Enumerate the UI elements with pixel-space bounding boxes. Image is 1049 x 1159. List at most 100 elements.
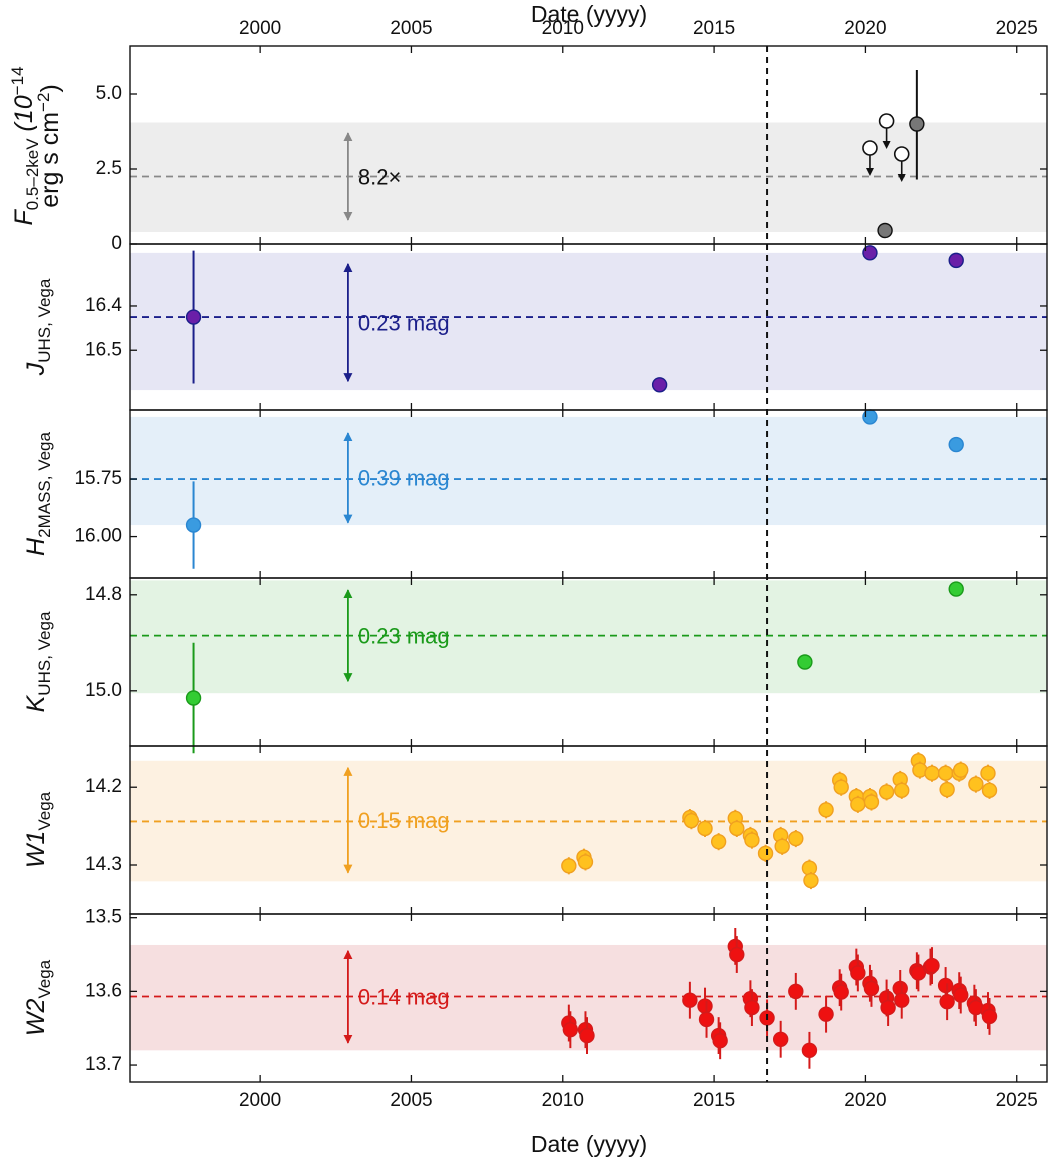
data-point — [185, 309, 202, 325]
data-point — [744, 832, 760, 848]
data-point — [698, 1011, 715, 1028]
data-point — [729, 820, 745, 837]
data-point — [981, 782, 998, 799]
y-tick-label: 16.5 — [85, 339, 122, 360]
range-label-W2: 0.14 mag — [358, 985, 450, 1010]
data-point — [801, 1042, 818, 1059]
data-point — [937, 977, 954, 994]
data-point — [894, 782, 910, 799]
y-tick-label: 13.7 — [85, 1054, 122, 1075]
panel-W2: 0.14 mag — [130, 928, 1047, 1069]
data-point — [968, 776, 984, 792]
data-point — [863, 980, 880, 997]
data-point — [697, 998, 713, 1014]
upper-limit-point — [878, 113, 895, 129]
range-label-H: 0.39 mag — [358, 466, 450, 491]
y-tick-label: 14.8 — [85, 584, 122, 605]
data-point — [788, 983, 804, 1000]
y-axis-label-W1: W1Vega — [22, 791, 54, 868]
x-tick-label-top: 2025 — [996, 18, 1038, 39]
data-point — [774, 838, 790, 855]
data-point — [877, 222, 893, 239]
data-point — [894, 992, 910, 1008]
upper-limit-arrowhead — [897, 174, 906, 182]
data-point — [818, 802, 834, 818]
variability-band-H — [130, 416, 1047, 526]
data-point — [185, 517, 202, 533]
series-xray-0 — [862, 113, 910, 182]
data-point — [744, 999, 760, 1016]
y-axis-label-units: erg s cm−2) — [34, 84, 64, 208]
data-point — [937, 765, 954, 781]
data-point — [953, 987, 969, 1003]
y-axis-label-K: KUHS, Vega — [22, 611, 54, 712]
x-tick-label-bottom: 2010 — [542, 1090, 584, 1111]
data-point — [948, 252, 964, 269]
y-axis-label-J: JUHS, Vega — [22, 278, 54, 376]
range-label-K: 0.23 mag — [358, 623, 450, 648]
series-W1-0 — [561, 752, 998, 890]
range-label-xray: 8.2× — [358, 164, 401, 189]
data-point — [697, 820, 713, 837]
y-tick-label: 13.5 — [85, 907, 122, 928]
variability-band-K — [130, 580, 1047, 694]
upper-limit-point — [893, 146, 910, 162]
data-point — [712, 1033, 728, 1049]
data-point — [909, 116, 925, 132]
y-tick-label: 2.5 — [96, 158, 122, 179]
range-label-J: 0.23 mag — [358, 310, 450, 335]
x-tick-label-bottom: 2025 — [996, 1090, 1038, 1111]
variability-band-J — [130, 252, 1047, 391]
panels-layer: 8.2× 0.23 mag 0.39 mag 0.23 mag 0.15 mag 0.14… — [130, 70, 1047, 1069]
y-tick-label: 16.00 — [74, 526, 122, 547]
data-point — [850, 965, 866, 981]
y-tick-label: 16.4 — [85, 295, 122, 316]
range-label-W1: 0.15 mag — [358, 808, 450, 833]
y-axis-label-H: H2MASS, Vega — [22, 432, 54, 556]
data-point — [772, 1031, 789, 1047]
data-point — [863, 794, 880, 810]
panel-frame-W2 — [129, 913, 1048, 1083]
data-point — [939, 781, 955, 798]
upper-limit-arrowhead — [882, 141, 891, 149]
series-H-0 — [185, 409, 964, 569]
data-point — [757, 845, 774, 862]
data-point — [797, 654, 813, 670]
x-tick-label-bottom: 2000 — [239, 1090, 281, 1111]
y-axis-label-xray: F0.5–2keV (10−14 — [8, 66, 42, 225]
data-point — [948, 581, 964, 597]
panel-J: 0.23 mag — [130, 245, 1047, 393]
data-point — [682, 992, 698, 1008]
top-axis-title: Date (yyyy) — [531, 1, 647, 27]
data-point — [833, 984, 849, 1000]
data-point — [878, 784, 895, 800]
y-tick-label: 14.2 — [85, 776, 122, 797]
panel-W1: 0.15 mag — [130, 752, 1047, 890]
data-point — [577, 854, 594, 870]
data-point — [710, 833, 727, 850]
series-W2-0 — [561, 928, 998, 1069]
x-tick-label-top: 2005 — [390, 18, 432, 39]
series-xray-1 — [877, 70, 925, 239]
data-point — [880, 999, 896, 1016]
data-point — [818, 1006, 834, 1022]
data-point — [788, 830, 804, 847]
panel-H: 0.39 mag — [130, 409, 1047, 569]
panel-xray: 8.2× — [130, 70, 1047, 239]
y-axis-label-W2: W2Vega — [22, 959, 54, 1036]
y-tick-label: 5.0 — [96, 83, 122, 104]
x-tick-label-bottom: 2005 — [390, 1090, 432, 1111]
data-point — [939, 993, 955, 1010]
data-point — [803, 872, 819, 889]
y-tick-label: 13.6 — [85, 980, 122, 1001]
data-point — [729, 946, 745, 963]
y-tick-label: 14.3 — [85, 854, 122, 875]
series-J-0 — [185, 245, 964, 393]
data-point — [981, 1008, 998, 1025]
data-point — [910, 965, 927, 981]
data-point — [924, 957, 940, 974]
data-point — [683, 812, 700, 829]
data-point — [850, 796, 866, 813]
